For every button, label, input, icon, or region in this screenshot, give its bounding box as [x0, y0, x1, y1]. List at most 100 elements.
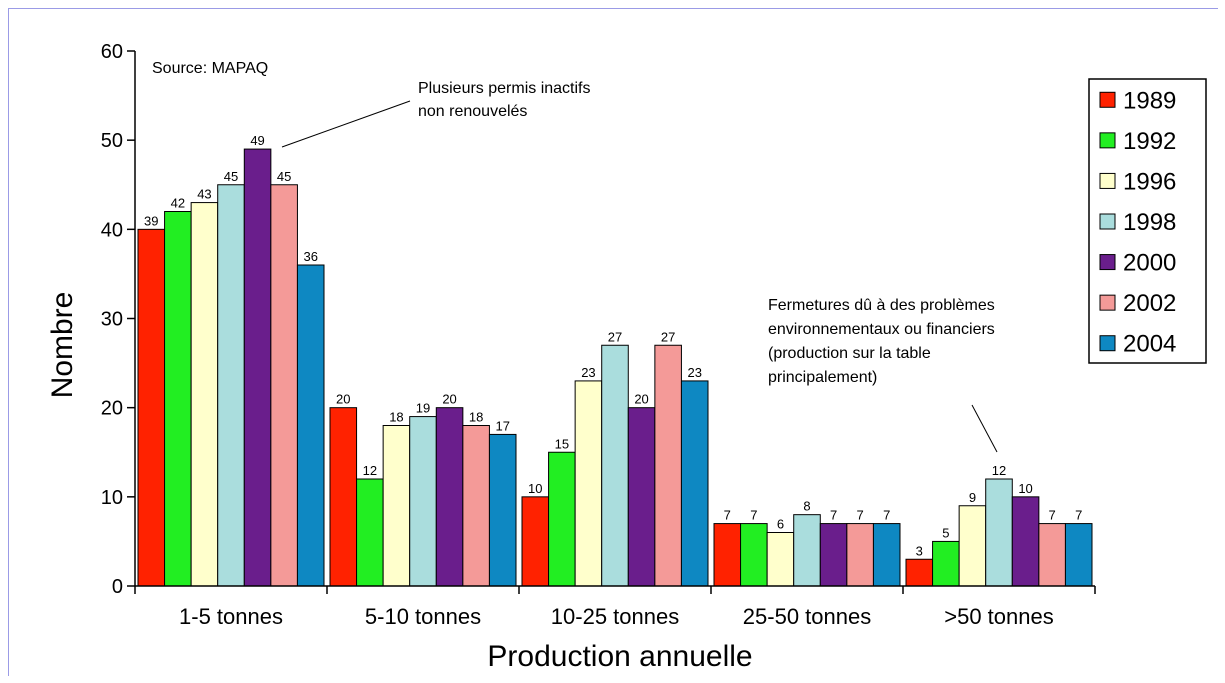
data-label-1996-0: 43 [197, 187, 211, 202]
data-labels-group: 3942434549453620121819201817101523272027… [144, 133, 1082, 558]
note-closures-line2: environnementaux ou financiers [768, 321, 995, 338]
bar-1989-0 [137, 228, 166, 587]
data-label-2002-2: 27 [661, 329, 675, 344]
note-inactive-permits-line1: Plusieurs permis inactifs [418, 80, 591, 97]
bar-2000-0 [243, 148, 272, 587]
y-tick-label: 50 [101, 130, 123, 152]
data-label-1998-0: 45 [224, 169, 238, 184]
y-tick-label: 30 [101, 309, 123, 331]
bar-2002-0 [270, 184, 298, 587]
data-label-2004-2: 23 [687, 365, 701, 380]
annotations-group: Source: MAPAQ Plusieurs permis inactifs … [152, 60, 998, 453]
bar-1996-0 [190, 202, 219, 587]
bar-1996-3 [766, 532, 795, 587]
legend-label-1998: 1998 [1123, 209, 1176, 236]
x-tick-label: 10-25 tonnes [551, 604, 679, 629]
bar-1989-4 [905, 558, 934, 587]
bar-1996-2 [574, 380, 603, 587]
bar-1989-2 [521, 496, 550, 587]
data-label-2002-1: 18 [469, 410, 483, 425]
bar-2000-1 [435, 407, 464, 587]
axes-group: 0 10 20 30 40 50 60 1-5 tonnes 5-10 tonnes 10-25 … [101, 41, 1096, 629]
source-annotation: Source: MAPAQ [152, 60, 268, 77]
x-tick-label: >50 tonnes [944, 604, 1053, 629]
bar-1996-4 [958, 505, 987, 587]
data-label-1989-4: 3 [916, 543, 923, 558]
x-tick-label: 25-50 tonnes [743, 604, 871, 629]
legend-label-2000: 2000 [1123, 250, 1176, 277]
data-label-2002-3: 7 [857, 508, 864, 523]
bar-2004-1 [488, 433, 517, 587]
bar-2000-2 [627, 407, 656, 587]
data-label-2004-4: 7 [1075, 508, 1082, 523]
legend-label-2004: 2004 [1123, 331, 1176, 358]
bar-2000-3 [819, 523, 848, 587]
bar-1992-3 [740, 523, 768, 587]
legend-swatch-1989 [1099, 91, 1116, 108]
bar-2002-3 [846, 523, 874, 587]
y-tick-label: 60 [101, 41, 123, 63]
note-inactive-permits-line2: non renouvelés [418, 103, 527, 120]
bar-2002-1 [462, 425, 490, 587]
data-label-2004-1: 17 [495, 418, 509, 433]
note-inactive-permits-pointer [281, 100, 411, 148]
legend-label-1996: 1996 [1123, 168, 1176, 195]
bar-1992-4 [932, 540, 960, 587]
data-label-2000-0: 49 [250, 133, 264, 148]
bar-1998-1 [409, 416, 437, 587]
data-label-1992-3: 7 [750, 508, 757, 523]
bar-1996-1 [382, 425, 411, 587]
x-tick-label: 1-5 tonnes [179, 604, 283, 629]
data-label-2004-0: 36 [303, 249, 317, 264]
data-label-2000-1: 20 [442, 392, 456, 407]
data-label-2000-2: 20 [634, 392, 648, 407]
bar-1992-2 [548, 451, 576, 587]
legend-swatch-1998 [1099, 213, 1116, 230]
y-tick-label: 20 [101, 398, 123, 420]
legend-swatch-2000 [1099, 254, 1116, 271]
bar-2002-2 [654, 344, 682, 587]
data-label-1996-4: 9 [969, 490, 976, 505]
data-label-1992-1: 12 [363, 463, 377, 478]
bar-1998-0 [217, 184, 245, 587]
data-label-1998-3: 8 [803, 499, 810, 514]
bar-1989-1 [329, 407, 358, 587]
y-tick-label: 10 [101, 487, 123, 509]
data-label-1992-0: 42 [171, 196, 185, 211]
bar-1992-1 [356, 478, 384, 587]
legend-swatch-2002 [1099, 294, 1116, 311]
data-label-1989-0: 39 [144, 213, 158, 228]
bar-2004-3 [872, 523, 901, 587]
legend-swatch-1996 [1099, 172, 1116, 189]
data-label-1989-1: 20 [336, 392, 350, 407]
data-label-2000-3: 7 [830, 508, 837, 523]
x-axis-title: Production annuelle [487, 640, 752, 673]
data-label-2000-4: 10 [1018, 481, 1032, 496]
data-label-1992-2: 15 [555, 436, 569, 451]
data-label-2004-3: 7 [883, 508, 890, 523]
bar-2002-4 [1038, 523, 1066, 587]
bar-1998-2 [601, 344, 629, 587]
x-tick-label: 5-10 tonnes [365, 604, 481, 629]
data-label-2002-0: 45 [277, 169, 291, 184]
legend-label-1989: 1989 [1123, 87, 1176, 114]
legend-swatch-2004 [1099, 335, 1116, 352]
bar-1998-4 [985, 478, 1013, 587]
data-label-1998-4: 12 [992, 463, 1006, 478]
note-closures-line3: (production sur la table [768, 345, 931, 362]
legend-swatch-1992 [1099, 132, 1116, 149]
bar-2000-4 [1011, 496, 1040, 587]
data-label-1996-2: 23 [581, 365, 595, 380]
bar-1998-3 [793, 514, 821, 587]
y-tick-label: 40 [101, 219, 123, 241]
legend: 1989 1992 1996 1998 2000 2002 2004 [1088, 78, 1207, 364]
bar-2004-4 [1064, 523, 1093, 587]
note-closures-line4: principalement) [768, 369, 877, 386]
data-label-1998-1: 19 [416, 401, 430, 416]
chart-frame [8, 8, 1218, 676]
data-label-1998-2: 27 [608, 329, 622, 344]
note-closures-line1: Fermetures dû à des problèmes [768, 297, 995, 314]
note-closures-pointer [971, 404, 998, 453]
bar-1989-3 [713, 523, 742, 587]
